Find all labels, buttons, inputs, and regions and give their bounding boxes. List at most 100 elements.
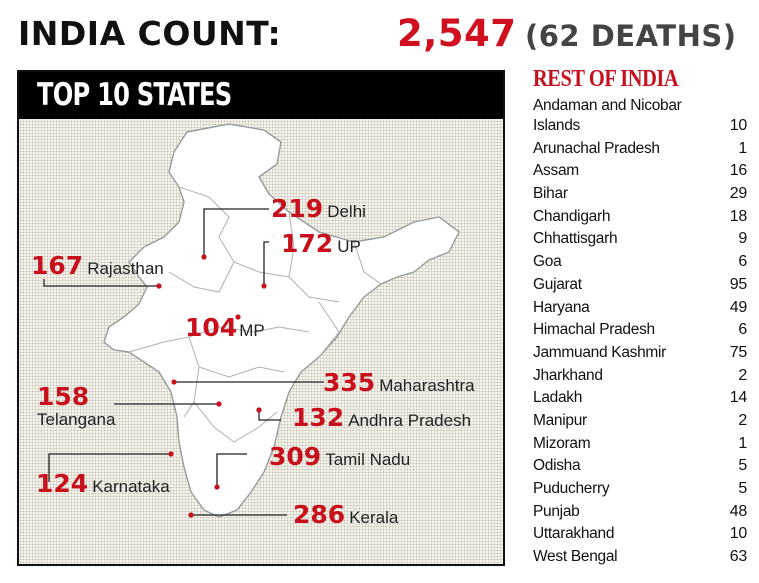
list-item: Himachal Pradesh 6 [533,319,747,342]
state-count: 29 [729,185,748,203]
state-value: 158 [37,382,90,411]
state-count: 5 [738,480,747,497]
state-value: 219 [271,194,324,223]
state-name: West Bengal [533,548,618,566]
list-item: Gujarat 95 [533,274,747,297]
state-count: 1 [738,139,747,157]
list-item: Assam 16 [533,160,747,183]
state-name: Chhattisgarh [533,230,618,248]
state-label-tamil-nadu: 309 Tamil Nadu [269,442,410,471]
india-map-outline [43,123,460,518]
state-name: Bihar [533,185,568,203]
state-count: 63 [729,548,748,566]
state-count: 5 [738,457,747,475]
list-item: Ladakh 14 [533,387,747,410]
state-name: Gujarat [533,275,582,293]
state-value: 167 [31,251,84,280]
state-name: Karnataka [92,477,170,496]
state-count: 75 [729,343,748,361]
state-count: 16 [729,162,748,180]
state-value: 132 [292,403,345,432]
state-count: 9 [738,230,747,248]
state-name: Punjab [533,502,580,520]
state-name: Jharkhand [533,366,603,384]
state-count: 10 [729,525,748,543]
list-item: Chhattisgarh 9 [533,228,747,251]
state-count: 48 [729,502,748,520]
state-label-telangana: 158 Telangana [37,384,115,430]
state-name: Assam [533,162,579,180]
state-value: 286 [293,500,346,529]
state-name: Andhra Pradesh [348,411,472,430]
state-name: Islands [533,117,581,134]
list-item: Arunachal Pradesh 1 [533,138,747,161]
state-name: Goa [533,253,562,271]
state-label-rajasthan: 167 Rajasthan [31,251,164,280]
rest-of-india-title: REST OF INDIA [533,66,679,92]
headline: INDIA COUNT: [18,14,282,53]
state-name: Haryana [533,298,590,316]
deaths-count: (62 DEATHS) [525,19,737,53]
list-item: Jharkhand 2 [533,365,747,388]
state-name: Puducherry [533,480,610,497]
list-item: Puducherry 5 [533,478,747,501]
list-item: Manipur 2 [533,410,747,433]
state-count: 6 [738,253,747,271]
state-name: Chandigarh [533,207,611,225]
state-name: Rajasthan [87,259,164,278]
list-item: Haryana 49 [533,297,747,320]
list-item: Jammuand Kashmir 75 [533,342,747,365]
state-value: 309 [269,442,322,471]
list-item: Goa 6 [533,251,747,274]
state-count: 18 [729,207,748,225]
list-item: Uttarakhand 10 [533,523,747,546]
list-item: Mizoram 1 [533,433,747,456]
list-item: Punjab 48 [533,501,747,524]
state-label-kerala: 286 Kerala [293,500,398,529]
state-count: 14 [729,389,748,407]
state-name: Himachal Pradesh [533,321,655,339]
state-count: 2 [738,411,747,429]
state-label-andhra-pradesh: 132 Andhra Pradesh [292,403,471,432]
list-item: Chandigarh 18 [533,206,747,229]
list-item: West Bengal 63 [533,546,747,569]
state-count: 95 [729,275,748,293]
state-name: Delhi [327,202,366,221]
state-value: 172 [281,229,334,258]
state-label-maharashtra: 335 Maharashtra [323,368,475,397]
state-name: Arunachal Pradesh [533,139,660,157]
state-label-mp: 104 MP [185,313,265,342]
state-name: Telangana [37,410,116,429]
map-title-bar: TOP 10 STATES [19,72,503,119]
list-item: Bihar 29 [533,183,747,206]
state-name: Ladakh [533,389,583,407]
state-name: UP [337,237,361,256]
state-label-delhi: 219 Delhi [271,194,366,223]
state-name: Tamil Nadu [325,450,411,469]
state-count: 2 [738,366,747,384]
state-name: Mizoram [533,434,591,452]
state-name: Kerala [349,508,399,527]
state-name: Maharashtra [379,376,475,395]
state-count: 10 [729,117,748,134]
state-value: 124 [36,469,89,498]
state-name: Jammuand Kashmir [533,343,667,361]
state-value: 335 [323,368,376,397]
list-item: Odisha 5 [533,455,747,478]
state-name: Uttarakhand [533,525,615,543]
list-item-continuation: Andaman and Nicobar [533,97,682,114]
list-item: Islands 10 [533,115,747,138]
state-name: Manipur [533,411,587,429]
map-title: TOP 10 STATES [37,77,232,113]
state-count: 6 [738,321,747,339]
state-label-up: 172 UP [281,229,361,258]
state-value: 104 [185,313,238,342]
state-label-karnataka: 124 Karnataka [36,469,170,498]
state-name: Odisha [533,457,581,475]
state-count: 1 [738,434,747,452]
state-count: 49 [729,298,748,316]
rest-of-india-list: Andaman and Nicobar Islands 10 Arunachal … [533,96,747,569]
total-count: 2,547 [397,12,517,55]
top-states-map-panel: TOP 10 STATES 219 Delhi 172 UP 167 Rajastha… [17,70,505,566]
state-name: MP [239,321,265,340]
